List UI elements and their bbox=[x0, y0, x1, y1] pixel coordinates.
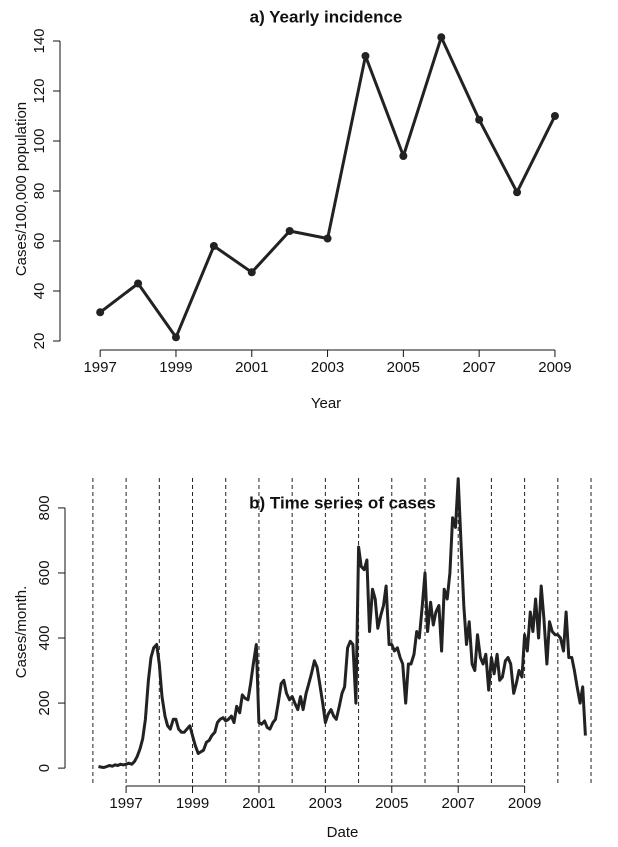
data-point bbox=[550, 112, 559, 120]
x-tick-label: 2009 bbox=[538, 359, 571, 376]
y-tick-label: 20 bbox=[31, 333, 48, 350]
x-tick-label: 1999 bbox=[176, 795, 209, 812]
y-tick-label: 140 bbox=[31, 28, 48, 53]
x-tick-label: 2001 bbox=[235, 359, 268, 376]
x-tick-label: 2009 bbox=[508, 795, 541, 812]
y-tick-label: 800 bbox=[36, 495, 53, 520]
data-point bbox=[285, 227, 294, 235]
y-tick-label: 120 bbox=[31, 78, 48, 103]
x-axis-label: Date bbox=[327, 824, 359, 841]
x-tick-label: 2003 bbox=[311, 359, 344, 376]
data-point bbox=[96, 308, 105, 317]
data-point bbox=[323, 234, 332, 243]
data-point bbox=[247, 268, 256, 277]
x-tick-label: 2007 bbox=[462, 359, 495, 376]
y-tick-label: 100 bbox=[31, 128, 48, 153]
data-point bbox=[399, 152, 408, 160]
x-tick-label: 2003 bbox=[309, 795, 342, 812]
y-tick-label: 400 bbox=[36, 626, 53, 651]
data-point bbox=[134, 279, 143, 288]
chart-title: b) Time series of cases bbox=[249, 493, 436, 512]
y-tick-label: 60 bbox=[31, 233, 48, 250]
chart-title: a) Yearly incidence bbox=[250, 7, 403, 26]
y-tick-label: 200 bbox=[36, 691, 53, 716]
data-point bbox=[171, 333, 180, 342]
x-tick-label: 2005 bbox=[375, 795, 408, 812]
y-axis-label: Cases/100,000 population bbox=[13, 102, 30, 276]
x-tick-label: 2007 bbox=[442, 795, 475, 812]
x-tick-label: 2001 bbox=[242, 795, 275, 812]
x-tick-label: 1999 bbox=[159, 359, 192, 376]
y-tick-label: 80 bbox=[31, 183, 48, 200]
data-point bbox=[361, 52, 370, 60]
y-tick-label: 0 bbox=[36, 764, 53, 772]
data-line bbox=[99, 35, 557, 339]
x-axis-label: Year bbox=[311, 395, 341, 412]
y-axis-label: Cases/month. bbox=[13, 586, 30, 679]
data-point bbox=[437, 33, 446, 42]
data-point bbox=[209, 242, 218, 250]
data-point bbox=[475, 115, 484, 124]
y-tick-label: 600 bbox=[36, 560, 53, 585]
x-tick-label: 1997 bbox=[83, 359, 116, 376]
data-line bbox=[98, 477, 587, 769]
x-tick-label: 2005 bbox=[387, 359, 420, 376]
data-point bbox=[513, 188, 522, 197]
x-tick-label: 1997 bbox=[109, 795, 142, 812]
y-tick-label: 40 bbox=[31, 283, 48, 300]
